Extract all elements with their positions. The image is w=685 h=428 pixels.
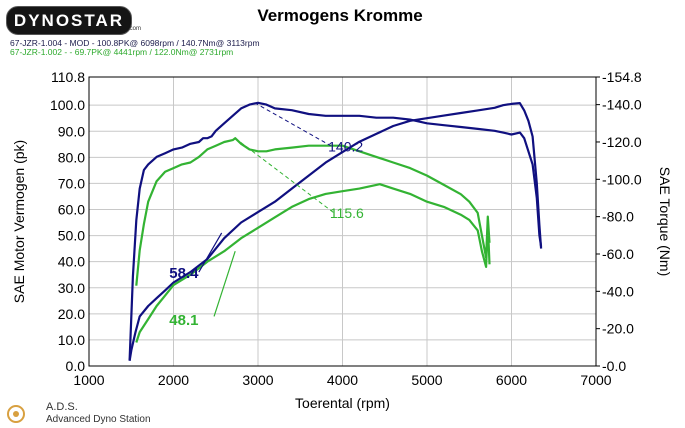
x-tick-label: 4000 [327,372,358,388]
y-axis-label: SAE Motor Vermogen (pk) [11,140,27,303]
x-tick-label: 6000 [496,372,527,388]
y-tick-label: 10.0 [58,332,85,348]
annotation-label: 58.4 [169,265,199,282]
run-info-mod: 67-JZR-1.004 - MOD - 100.8PK@ 6098rpm / … [10,38,260,48]
annotation-label: 48.1 [169,312,198,329]
annotation-leader-48 [213,251,236,317]
y-tick-label: 70.0 [58,175,85,191]
ads-logo-icon [7,405,25,423]
series-line-1 [135,137,491,286]
y-tick-label: 80.0 [58,149,85,165]
x-tick-label: 7000 [580,372,611,388]
x-tick-label: 3000 [242,372,273,388]
y-tick-label: 60.0 [58,202,85,218]
y-tick-label: 40.0 [58,254,85,270]
series-line-3 [135,183,491,343]
annotation-label: 140.2 [328,139,363,155]
footer-description: Advanced Dyno Station [46,414,151,425]
y2-tick-label: -100.0 [602,171,642,187]
x-axis-label: Toerental (rpm) [295,395,390,411]
series-line-2 [128,101,543,361]
y2-tick-label: -60.0 [602,246,634,262]
logo-subtext: .com [128,26,142,32]
y-tick-label: 30.0 [58,280,85,296]
annotation-leader-140 [254,102,331,147]
y-tick-label: 0.0 [66,358,86,374]
y-tick-label: 110.8 [51,69,85,85]
x-tick-label: 2000 [158,372,189,388]
dynostar-logo: DYNOSTAR [6,6,132,35]
chart-title: Vermogens Kromme [257,6,423,25]
x-tick-label: 5000 [411,372,442,388]
y2-tick-label: -0.0 [602,358,626,374]
footer-name: A.D.S. [46,401,78,413]
y2-tick-label: -40.0 [602,283,634,299]
x-tick-label: 1000 [73,372,104,388]
y-tick-label: 20.0 [58,306,85,322]
y2-tick-label: -140.0 [602,97,642,113]
y2-axis-label: SAE Torque (Nm) [657,167,673,276]
y2-tick-label: -80.0 [602,209,634,225]
logo-text: DYNOSTAR [13,11,125,30]
y-tick-label: 50.0 [58,228,85,244]
y-tick-label: 100.0 [50,97,85,113]
run-info-stock: 67-JZR-1.002 - - 69.7PK@ 4441rpm / 122.0… [10,47,234,57]
series-line-0 [128,101,543,361]
y2-tick-label: -120.0 [602,134,642,150]
plot-frame [88,76,597,367]
annotation-leader-58 [198,232,223,273]
y2-tick-label: -20.0 [602,321,634,337]
y-tick-label: 90.0 [58,123,85,139]
y2-tick-label: -154.8 [602,69,642,85]
annotation-label: 115.6 [330,205,364,221]
